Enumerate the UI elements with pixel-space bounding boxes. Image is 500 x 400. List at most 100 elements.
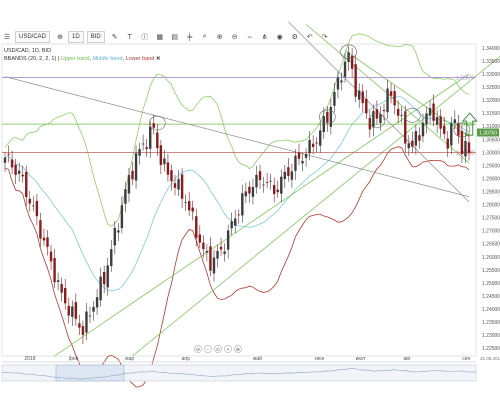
candle-body (372, 111, 375, 128)
crosshair-icon[interactable]: ⊕ (57, 34, 63, 41)
candle-body (152, 123, 155, 128)
zoom-out-small-icon-ring (204, 345, 212, 353)
pen-icon[interactable]: ✎ (111, 34, 118, 41)
candle-body (322, 116, 325, 132)
y-tick-label: 1.24000 (482, 307, 500, 313)
candle-body (198, 234, 202, 243)
candle-body (46, 237, 49, 247)
menu-icon[interactable]: ☰ (3, 34, 11, 41)
info-icon[interactable]: ⓘ (141, 34, 149, 41)
candle-body (74, 302, 78, 319)
candle-body (131, 170, 134, 180)
candle-body (202, 242, 205, 250)
x-tick-label: фев (69, 356, 79, 362)
candle-body (308, 139, 311, 154)
middle-band-line (4, 96, 470, 292)
candle-body (53, 258, 56, 283)
candle-body (60, 283, 63, 293)
candle-body (191, 207, 194, 212)
legend-upper: Upper band (60, 56, 90, 62)
highlight-circles (149, 44, 478, 138)
current-price-box (477, 128, 499, 137)
candle-body (361, 91, 364, 103)
candle-body (428, 108, 432, 116)
downtrend-line-lower (344, 50, 470, 137)
calendar-icon[interactable]: ▤ (171, 34, 179, 41)
candle-body (120, 205, 124, 229)
candle-body (234, 218, 237, 226)
candle-body (17, 170, 21, 174)
candle-body (311, 143, 315, 148)
candle-body (251, 186, 255, 197)
candle-body (464, 140, 467, 157)
y-tick-label: 1.31000 (482, 124, 500, 130)
candle-body (407, 143, 410, 149)
candle-body (134, 153, 138, 181)
candle-body (326, 111, 329, 123)
zoom-in-small-icon: + (227, 347, 230, 353)
candle-body (28, 198, 31, 204)
candle-body (283, 171, 287, 180)
fit-icon[interactable]: ⇔ (246, 33, 254, 41)
candle-body (163, 158, 166, 165)
navigator[interactable]: ⊖ − ⊙ + ⊕ (1, 345, 477, 382)
plot-frame (1, 43, 477, 357)
chart-legend: USD/CAD, 1D, BID BBANDS (20, 2, 2, 1) | … (4, 47, 161, 63)
undo-icon[interactable]: ↶ (306, 34, 313, 41)
symbol-select[interactable]: USD/CAD (15, 31, 51, 43)
candle-body (276, 189, 279, 193)
zoom-icon[interactable]: ⌕ (202, 33, 207, 40)
bar-type-icon[interactable]: ╪ (187, 33, 193, 41)
redo-icon[interactable]: ↷ (321, 34, 328, 41)
y-tick-label: 1.30500 (482, 137, 500, 143)
y-tick-label: 1.29500 (482, 163, 500, 169)
candle-body (329, 106, 333, 127)
close-indicator-icon[interactable]: ✕ (155, 56, 161, 62)
toolbar: ☰ USD/CAD ⊕ 1D BID ✎ T ⓘ ▦ ▤ ╪ ⌕ ⊕ ⊖ ⇔ ⋔… (0, 29, 472, 45)
price-type-select[interactable]: BID (86, 31, 105, 43)
candle-body (149, 126, 152, 149)
candle-body (255, 174, 258, 188)
zoom-fit-icon: ⊙ (216, 347, 220, 353)
candle-body (350, 55, 354, 69)
candle-body (265, 182, 269, 183)
zoom-out-small-icon: − (207, 347, 210, 353)
candle-body (411, 140, 414, 147)
settings-icon[interactable]: ⚙ (291, 34, 298, 41)
candle-body (396, 108, 400, 116)
time-axis: 2018 фев мар апр май июн июл авг сен 31.08.2018 (2, 355, 500, 363)
share-icon[interactable]: ⋔ (261, 34, 268, 41)
candle-body (39, 220, 42, 239)
y-tick-label: 1.29000 (482, 176, 500, 182)
y-tick-label: 1.32500 (482, 85, 500, 91)
candle-body (32, 205, 35, 207)
highlight-circle-4 (368, 113, 386, 128)
y-tick-label: 1.30000 (482, 150, 500, 156)
candle-body (272, 185, 276, 194)
candle-body (421, 122, 425, 137)
zoom-in-icon[interactable]: ⊕ (216, 34, 223, 41)
candle-body (347, 52, 350, 62)
x-corner-label: 31.08.2018 (480, 356, 500, 361)
text-icon[interactable]: T (127, 33, 132, 41)
zoom-out-icon[interactable]: ⊖ (231, 34, 238, 41)
level-label-1: 1.32870 (456, 75, 474, 81)
price-axis: 1.34000 1.33500 1.33000 1.32500 1.32000 1.315… (477, 46, 500, 352)
candle-body (237, 214, 240, 216)
interval-select[interactable]: 1D (68, 31, 84, 43)
candle-body (7, 154, 10, 155)
candle-body (244, 191, 248, 197)
eye-icon[interactable]: ◉ (276, 34, 283, 41)
x-tick-label: сен (462, 356, 470, 362)
x-tick-label: май (253, 355, 262, 362)
candle-body (319, 130, 322, 146)
candle-body (170, 170, 173, 182)
x-tick-label: июл (356, 356, 365, 362)
shapes-icon[interactable]: ▦ (156, 34, 164, 41)
candle-body (10, 159, 14, 168)
candle-body (357, 90, 361, 100)
y-tick-label: 1.27000 (482, 229, 500, 235)
candle-body (340, 80, 343, 83)
